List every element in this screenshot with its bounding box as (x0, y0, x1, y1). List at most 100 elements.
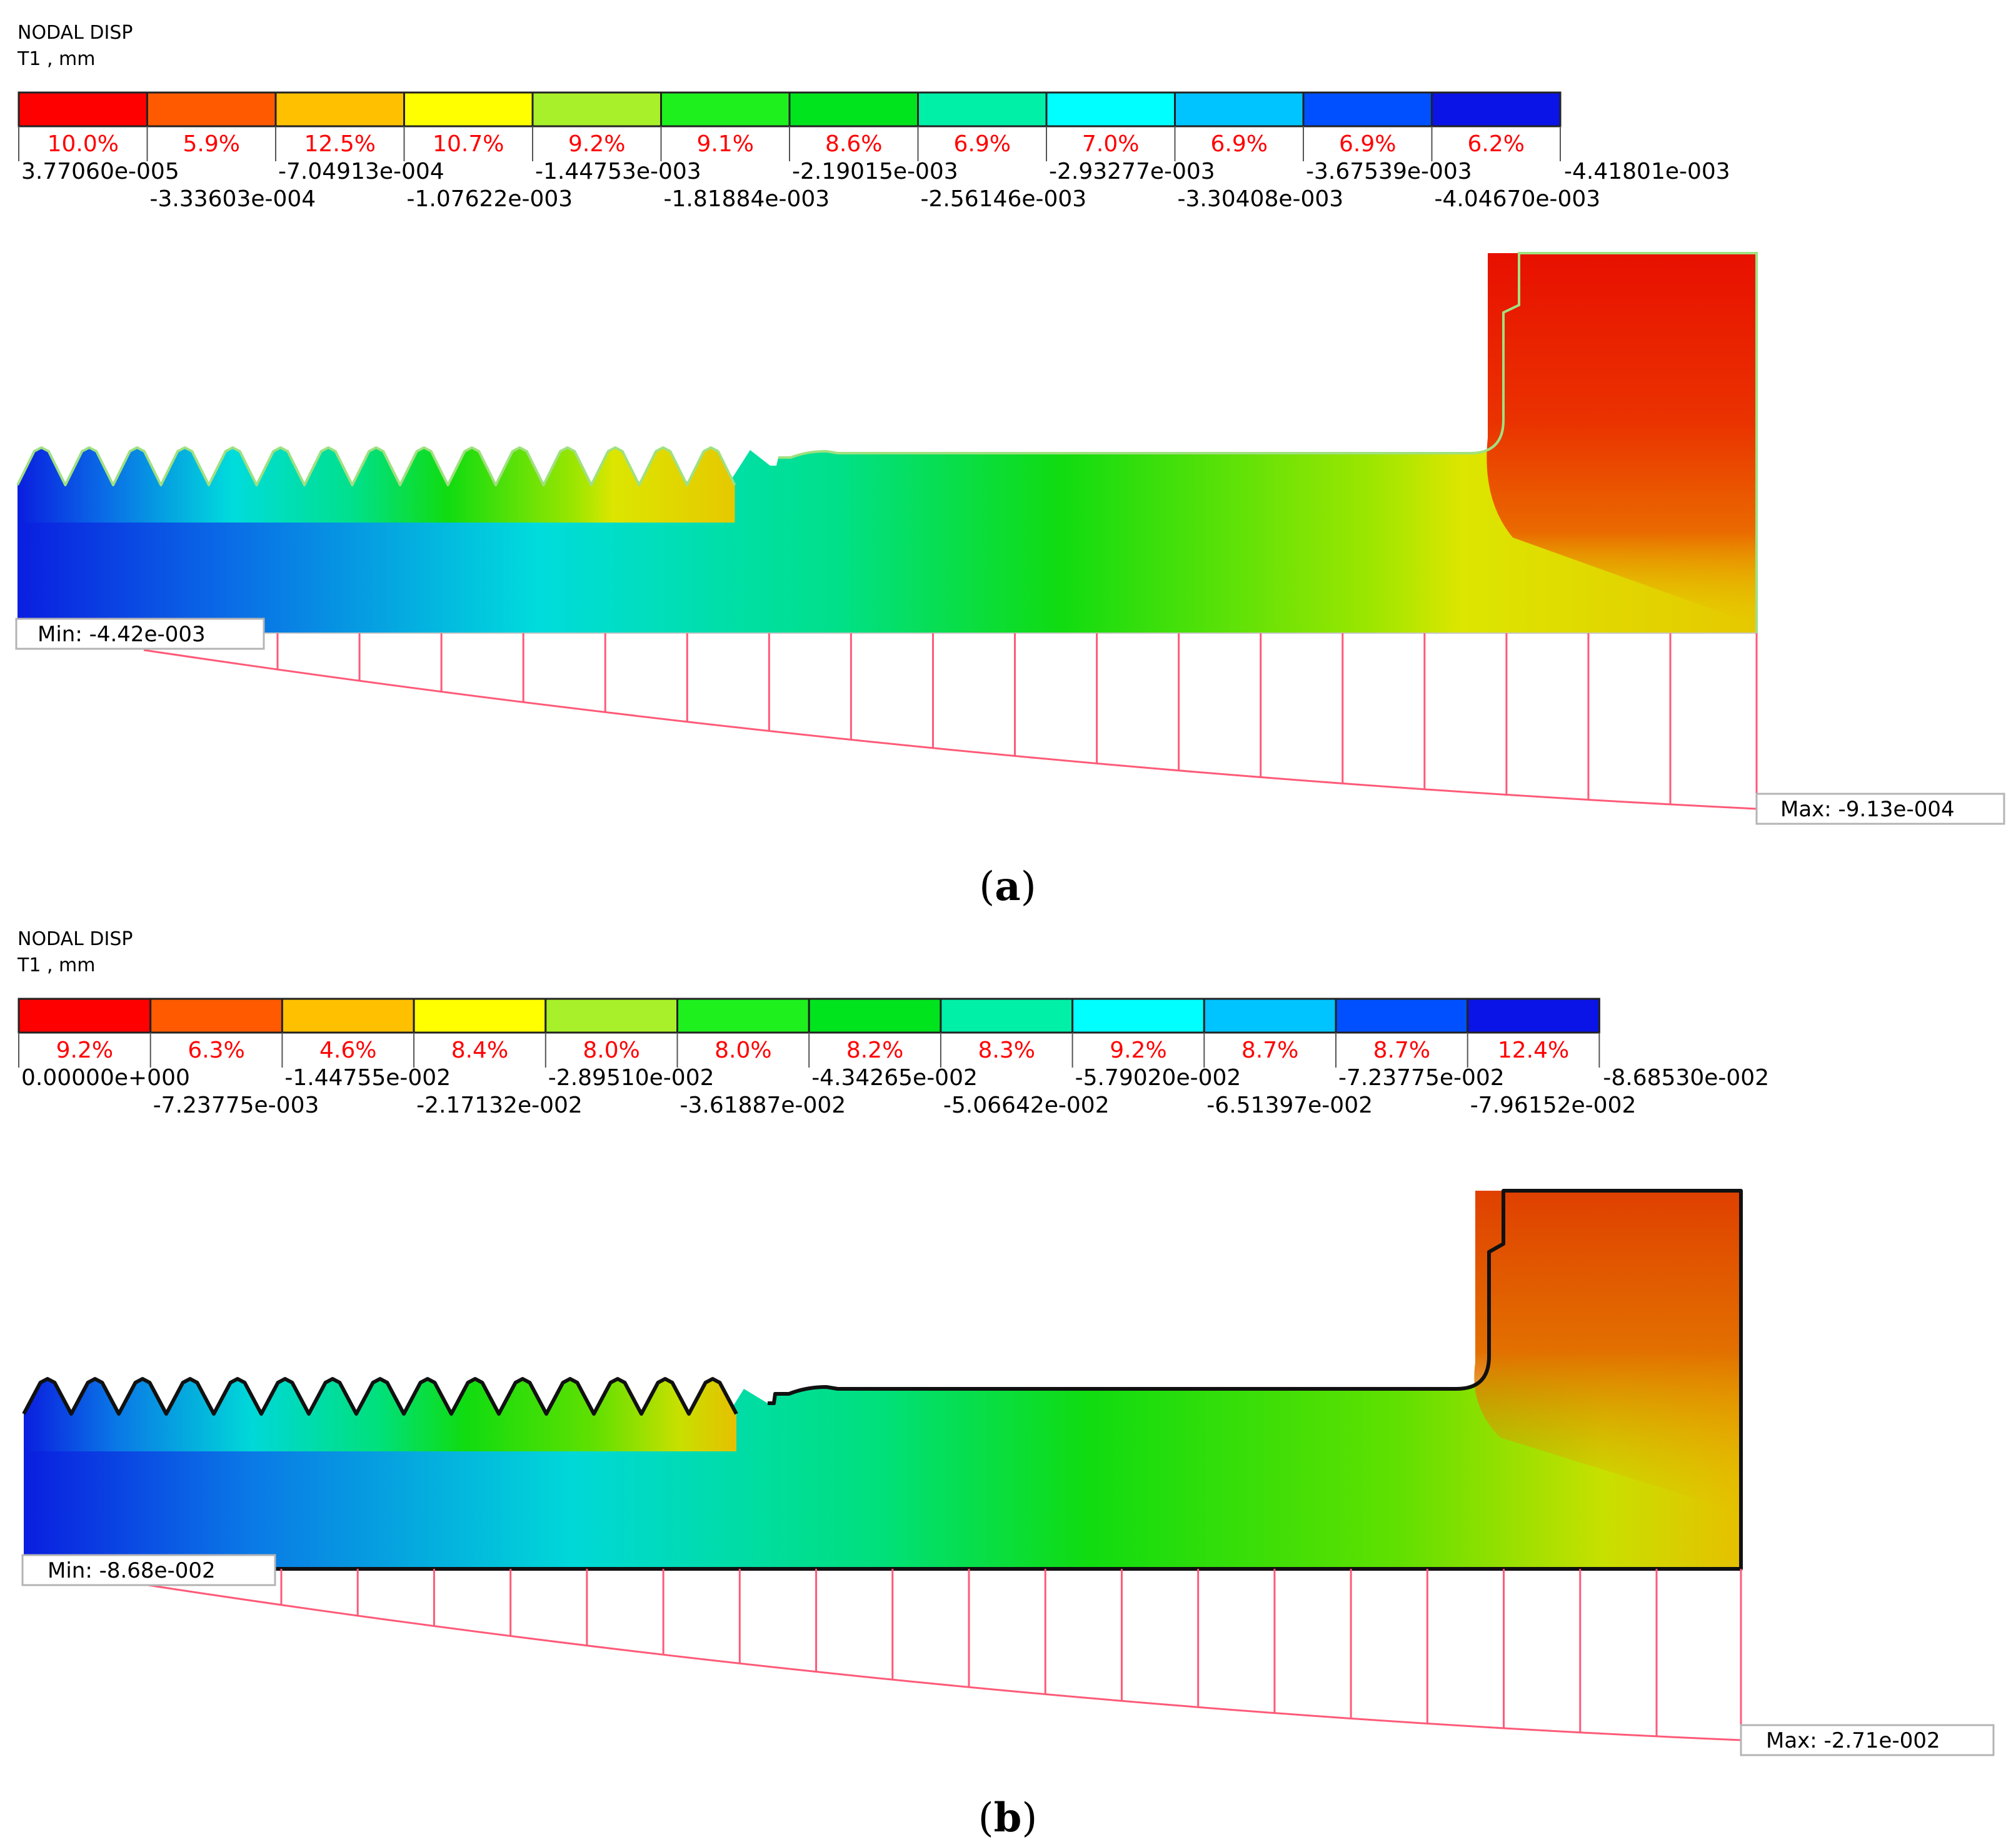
legend-value: -3.61887e-002 (680, 1093, 846, 1118)
legend-value: -6.51397e-002 (1206, 1093, 1373, 1118)
legend-percent: 7.0% (1082, 131, 1139, 157)
panel-a-max-label: Max: -9.13e-004 (1780, 797, 1955, 822)
panel-a-title: NODAL DISP (18, 22, 133, 44)
panel-b-red-region (1474, 1191, 1741, 1513)
legend-percent: 6.9% (1211, 131, 1268, 157)
legend-color-cell (18, 91, 148, 128)
legend-color-cell (146, 91, 277, 128)
legend-value: -1.44755e-002 (284, 1065, 451, 1091)
thread-fill (18, 448, 735, 523)
panel-b: NODAL DISP T1 , mm 9.2% 6.3% 4.6% 8.4% 8.0% 8… (17, 928, 1995, 1841)
panel-a-caption: (a) (979, 863, 1036, 910)
legend-value: -2.19015e-003 (792, 159, 958, 184)
legend-value: -7.23775e-003 (153, 1093, 319, 1118)
panel-a-red-region (1487, 253, 1757, 625)
legend-percent: 9.2% (568, 131, 625, 157)
legend-color-cell (788, 91, 919, 128)
legend-percent: 8.3% (978, 1038, 1035, 1063)
legend-color-cell (1431, 91, 1562, 128)
panel-b-legend: 9.2% 6.3% 4.6% 8.4% 8.0% 8.0% 8.2% 8.3% 9.2% 8.7%… (18, 998, 1769, 1118)
legend-percent: 5.9% (183, 131, 240, 157)
legend-color-cell (676, 998, 810, 1034)
legend-color-cell (1467, 998, 1600, 1034)
legend-percent: 8.7% (1373, 1038, 1430, 1063)
panel-a-legend: 10.0% 5.9% 12.5% 10.7% 9.2% 9.1% 8.6% 6.9% 7.0% 6… (18, 91, 1730, 212)
legend-percent: 4.6% (319, 1038, 376, 1063)
panel-b-title: NODAL DISP (18, 928, 133, 950)
legend-color-cell (1045, 91, 1176, 128)
legend-color-cell (1203, 998, 1337, 1034)
legend-color-cell (531, 91, 662, 128)
panel-b-part-body (24, 1191, 1741, 1569)
legend-color-cell (403, 91, 534, 128)
panel-a-profile-curve (143, 649, 1757, 810)
legend-percent: 9.2% (56, 1038, 113, 1063)
panel-a-min-box: Min: -4.42e-003 (15, 618, 265, 650)
legend-percent: 6.2% (1468, 131, 1525, 157)
legend-percent: 8.0% (715, 1038, 771, 1063)
legend-value: -8.68530e-002 (1603, 1065, 1769, 1091)
legend-percent: 8.4% (451, 1038, 508, 1063)
legend-value: -3.67539e-003 (1306, 159, 1472, 184)
legend-value: -1.81884e-003 (664, 186, 830, 212)
legend-value: -3.30408e-003 (1178, 186, 1344, 212)
legend-value: -7.96152e-002 (1470, 1093, 1637, 1118)
legend-percent: 9.1% (697, 131, 754, 157)
panel-a: NODAL DISP T1 , mm 10.0% 5.9% 12.5% 10.7% 9.… (15, 22, 2005, 910)
legend-value: -4.04670e-003 (1435, 186, 1601, 212)
legend-percent: 12.5% (304, 131, 376, 157)
legend-value: 0.00000e+000 (21, 1065, 190, 1091)
legend-value: -2.93277e-003 (1049, 159, 1215, 184)
thread-outline (22, 1377, 738, 1416)
legend-color-cell (940, 998, 1074, 1034)
panel-a-part-body (18, 253, 1757, 633)
legend-value: -2.56146e-003 (921, 186, 1087, 212)
legend-color-cell (274, 91, 405, 128)
thread-outline (16, 446, 736, 486)
legend-color-cell (1174, 91, 1305, 128)
legend-percent: 10.0% (48, 131, 119, 157)
legend-value: -5.06642e-002 (943, 1093, 1110, 1118)
legend-color-cell (917, 91, 1048, 128)
legend-color-cell (413, 998, 547, 1034)
legend-color-cell (281, 998, 415, 1034)
legend-color-cell (1335, 998, 1469, 1034)
panel-a-profile-ticks (276, 633, 1672, 804)
legend-percent: 8.2% (846, 1038, 903, 1063)
panel-a-part-outline (778, 252, 1758, 633)
legend-percent: 8.6% (825, 131, 882, 157)
legend-percent: 6.9% (954, 131, 1011, 157)
legend-value: -3.33603e-004 (150, 186, 316, 212)
panel-a-min-label: Min: -4.42e-003 (38, 622, 206, 647)
legend-color-cell (1071, 998, 1205, 1034)
legend-value: -1.07622e-003 (407, 186, 573, 212)
panel-b-max-box: Max: -2.71e-002 (1740, 1724, 1995, 1756)
panel-b-min-label: Min: -8.68e-002 (48, 1558, 216, 1583)
legend-value: -7.04913e-004 (278, 159, 444, 184)
legend-value: -7.23775e-002 (1338, 1065, 1505, 1091)
legend-percent: 8.0% (583, 1038, 639, 1063)
panel-b-max-label: Max: -2.71e-002 (1766, 1728, 1940, 1753)
legend-color-cell (1302, 91, 1433, 128)
legend-color-cell (149, 998, 283, 1034)
panel-b-subtitle: T1 , mm (17, 954, 95, 976)
legend-color-cell (808, 998, 942, 1034)
legend-percent: 6.3% (188, 1038, 244, 1063)
legend-value: -2.17132e-002 (416, 1093, 583, 1118)
panel-a-thread-teeth (16, 446, 736, 523)
panel-b-profile-ticks (280, 1569, 1658, 1736)
legend-color-cell (544, 998, 678, 1034)
legend-color-cell (18, 998, 152, 1034)
legend-value: -4.34265e-002 (811, 1065, 978, 1091)
legend-color-cell (660, 91, 791, 128)
legend-value: -2.89510e-002 (548, 1065, 715, 1091)
legend-percent: 8.7% (1241, 1038, 1298, 1063)
panel-b-part-outline (24, 1189, 1743, 1571)
legend-percent: 12.4% (1498, 1038, 1569, 1063)
legend-percent: 10.7% (433, 131, 504, 157)
panel-b-profile-curve (143, 1583, 1742, 1741)
panel-b-displacement-profile (143, 1569, 1742, 1741)
panel-b-caption: (b) (978, 1794, 1038, 1841)
legend-value: -5.79020e-002 (1075, 1065, 1241, 1091)
